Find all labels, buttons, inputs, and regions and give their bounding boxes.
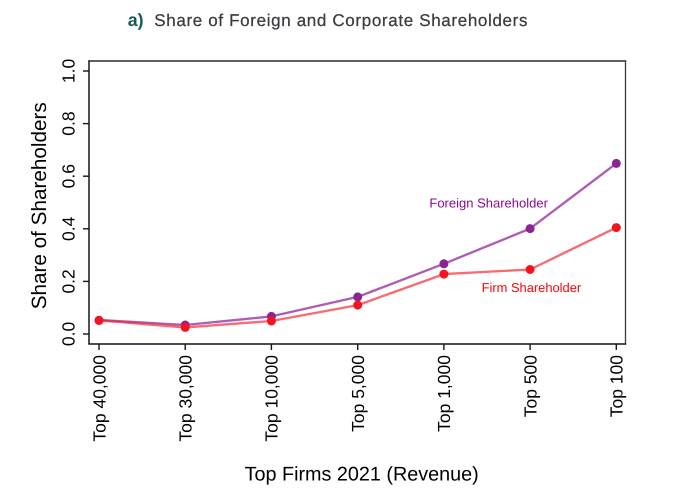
svg-text:0.8: 0.8: [59, 111, 79, 135]
svg-text:Top 5,000: Top 5,000: [348, 355, 368, 432]
svg-text:0.2: 0.2: [59, 269, 79, 293]
svg-text:0.0: 0.0: [59, 322, 79, 347]
svg-text:Top Firms 2021 (Revenue): Top Firms 2021 (Revenue): [245, 464, 479, 486]
svg-text:Share of Shareholders: Share of Shareholders: [28, 102, 51, 309]
svg-text:1.0: 1.0: [59, 59, 79, 84]
svg-text:Top 10,000: Top 10,000: [262, 355, 282, 442]
svg-text:Top 30,000: Top 30,000: [176, 355, 196, 442]
svg-text:Top 40,000: Top 40,000: [89, 355, 109, 442]
svg-text:a): a): [128, 10, 144, 30]
svg-text:Foreign Shareholder: Foreign Shareholder: [429, 195, 548, 210]
svg-text:0.6: 0.6: [59, 164, 79, 188]
svg-text:Top 1,000: Top 1,000: [434, 355, 454, 432]
svg-text:0.4: 0.4: [59, 216, 79, 241]
svg-text:Top 100: Top 100: [607, 355, 627, 418]
svg-text:Share of Foreign and Corporate: Share of Foreign and Corporate Sharehold…: [154, 11, 528, 30]
svg-text:Top 500: Top 500: [520, 355, 540, 418]
svg-text:Firm Shareholder: Firm Shareholder: [482, 280, 582, 295]
